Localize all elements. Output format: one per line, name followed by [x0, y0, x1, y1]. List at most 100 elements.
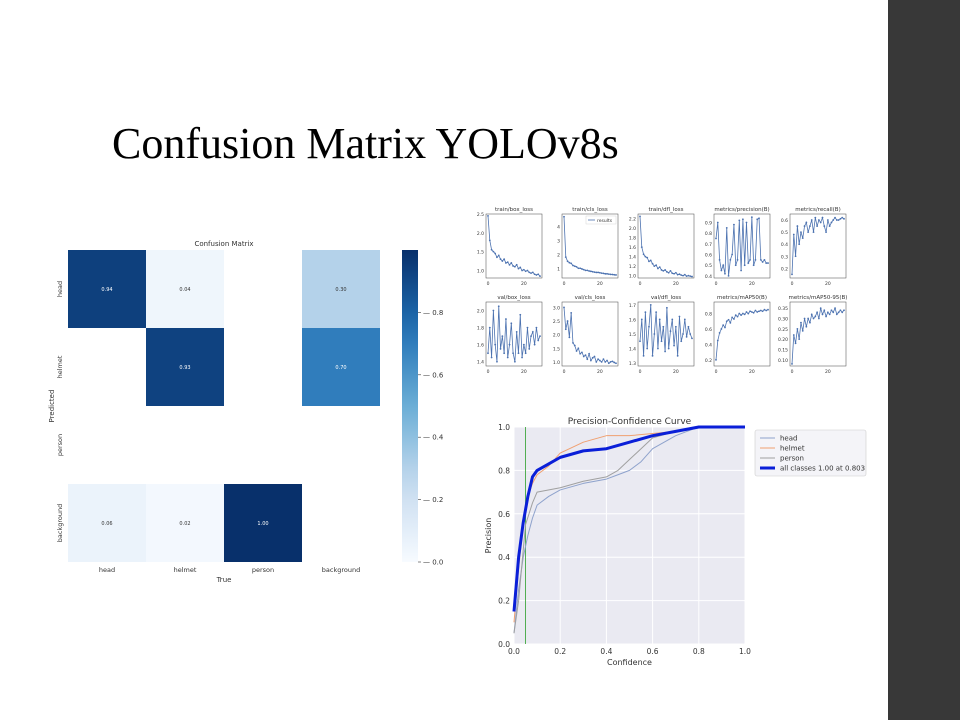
results-point	[843, 217, 845, 220]
results-point	[839, 309, 842, 312]
results-point	[494, 252, 497, 255]
results-point	[579, 267, 582, 270]
results-x-tick: 0	[791, 281, 794, 287]
results-point	[794, 255, 797, 258]
heatmap-cell	[146, 484, 224, 562]
heatmap-y-tick: background	[56, 504, 64, 542]
results-point	[570, 262, 573, 265]
results-y-tick: 1.8	[629, 236, 636, 242]
results-point	[512, 265, 515, 267]
results-point	[832, 311, 835, 314]
results-y-tick: 1.6	[629, 317, 636, 323]
results-point	[615, 362, 617, 365]
results-point	[738, 312, 741, 315]
pc-x-tick: 0.2	[554, 647, 566, 656]
results-point	[506, 356, 509, 359]
results-y-tick: 1.4	[629, 347, 636, 353]
results-point	[640, 318, 643, 321]
results-point	[609, 273, 612, 276]
results-point	[646, 256, 649, 259]
results-point	[584, 269, 587, 272]
results-point	[582, 268, 585, 271]
results-point	[763, 308, 766, 311]
results-point	[604, 361, 607, 363]
results-point	[577, 267, 580, 270]
results-point	[600, 361, 603, 363]
heatmap-cell-label: 1.00	[257, 521, 268, 527]
results-y-tick: 1.6	[477, 343, 484, 349]
results-point	[720, 269, 723, 272]
results-y-tick: 1.0	[629, 274, 636, 280]
results-point	[597, 271, 599, 274]
pc-y-tick: 0.6	[498, 510, 510, 519]
results-point	[644, 255, 647, 258]
results-point	[754, 258, 757, 261]
results-x-tick: 0	[563, 369, 566, 375]
slide-title: Confusion Matrix YOLOv8s	[112, 119, 619, 168]
pc-legend-box	[754, 429, 867, 477]
results-y-tick: 2.0	[629, 226, 636, 232]
results-point	[800, 231, 802, 234]
results-point	[487, 214, 489, 217]
results-point	[572, 264, 574, 267]
results-point	[796, 327, 799, 330]
results-point	[791, 273, 793, 276]
results-point	[528, 271, 531, 274]
results-point	[740, 269, 743, 272]
results-point	[731, 253, 734, 256]
results-y-tick: 0.6	[781, 218, 788, 224]
results-point	[490, 356, 493, 359]
results-point	[657, 267, 659, 270]
heatmap-x-tick: background	[322, 566, 360, 574]
heatmap-cell	[68, 250, 146, 328]
results-point	[579, 352, 582, 355]
results-point	[738, 219, 741, 222]
results-point	[589, 359, 592, 362]
results-y-tick: 0.8	[705, 231, 712, 237]
results-point	[834, 216, 836, 219]
results-point	[792, 233, 795, 236]
results-y-tick: 1.6	[629, 245, 636, 251]
results-point	[651, 262, 654, 265]
results-point	[564, 256, 567, 259]
heatmap-title: Confusion Matrix	[194, 240, 253, 248]
results-point	[521, 356, 523, 359]
colorbar-tick-label: — 0.6	[423, 371, 444, 379]
results-point	[613, 361, 616, 364]
results-point	[759, 258, 762, 261]
results-point	[581, 351, 583, 354]
results-point	[613, 273, 616, 276]
pc-x-tick: 0.6	[647, 647, 659, 656]
results-point	[749, 310, 751, 313]
results-point	[671, 318, 674, 321]
results-y-tick: 1.4	[629, 255, 636, 261]
results-y-tick: 0.30	[778, 317, 788, 323]
results-y-tick: 0.25	[778, 327, 788, 333]
results-point	[505, 318, 507, 320]
results-point	[673, 272, 675, 275]
results-panel-frame	[637, 213, 695, 279]
results-point	[689, 333, 692, 335]
results-point	[611, 360, 614, 363]
results-point	[581, 268, 583, 270]
results-point	[734, 264, 737, 267]
pc-x-label: Confidence	[607, 658, 652, 667]
colorbar-tick-label: — 0.8	[423, 309, 443, 317]
results-x-tick: 20	[825, 369, 831, 375]
results-point	[660, 269, 663, 271]
results-point	[816, 311, 819, 314]
results-point	[640, 246, 643, 249]
results-point	[609, 361, 612, 363]
heatmap-x-tick: head	[99, 566, 115, 574]
results-point	[660, 340, 663, 343]
results-y-tick: 1.5	[553, 346, 560, 352]
results-point	[725, 320, 728, 323]
results-point	[501, 260, 504, 262]
results-point	[517, 352, 520, 355]
results-point	[615, 274, 617, 276]
results-point	[648, 325, 650, 328]
results-point	[598, 359, 601, 362]
results-y-tick: 2.2	[629, 217, 636, 223]
results-point	[665, 306, 668, 309]
results-point	[607, 362, 610, 365]
